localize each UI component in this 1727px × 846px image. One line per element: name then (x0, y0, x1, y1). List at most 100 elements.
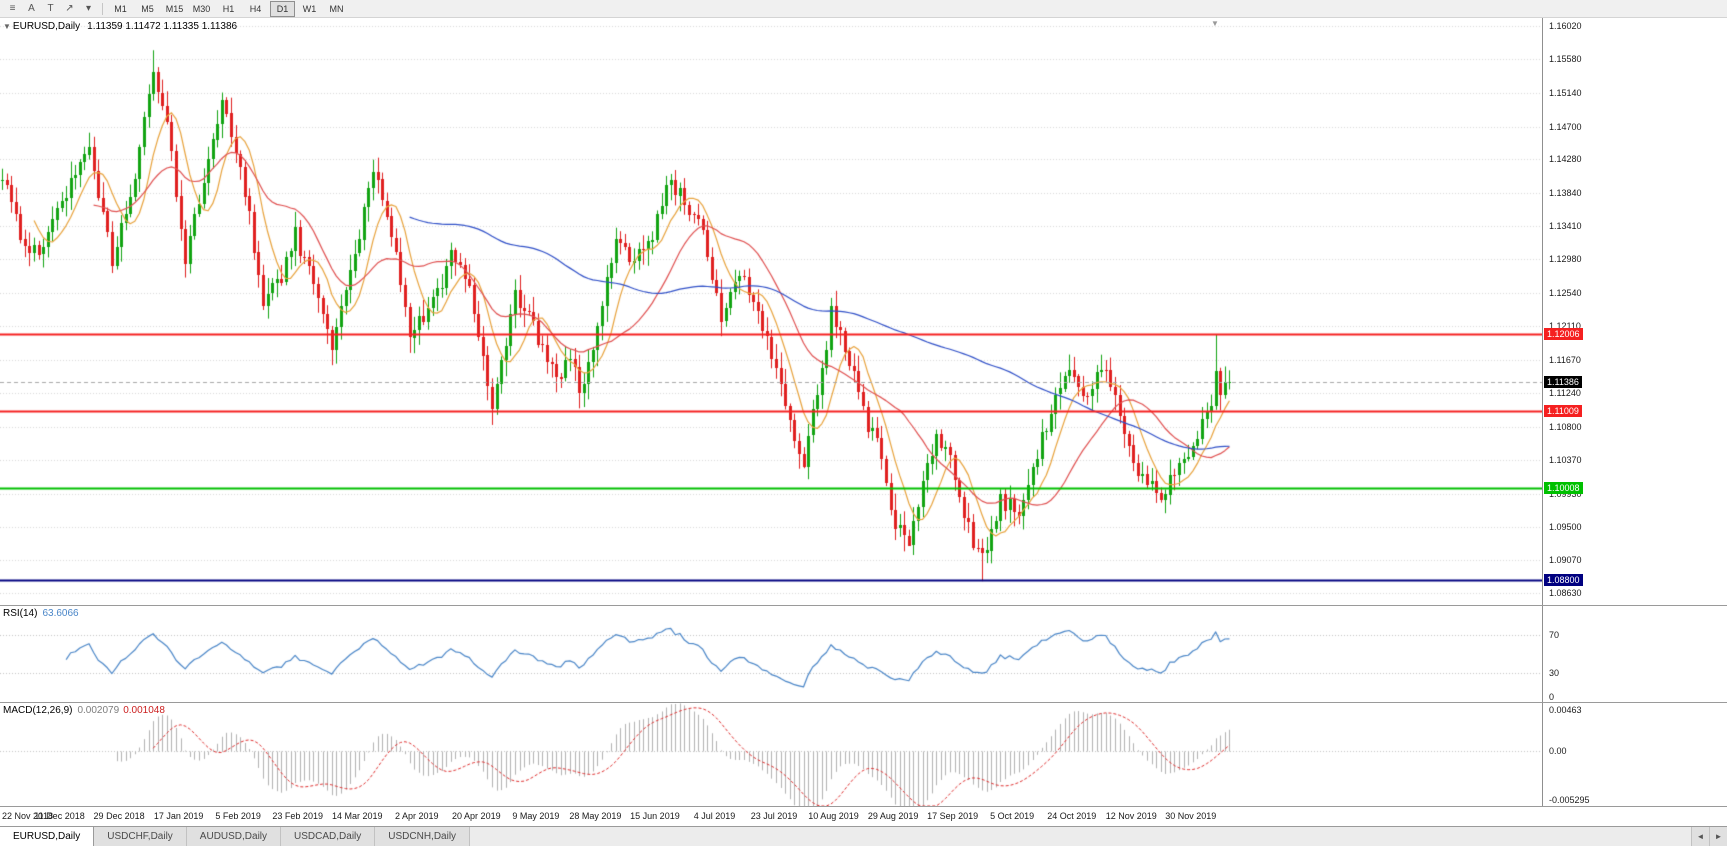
price-axis-label: 1.10370 (1549, 454, 1582, 465)
rsi-level-label: 0 (1549, 692, 1555, 702)
scroll-right-icon[interactable]: ► (1709, 827, 1727, 846)
date-label: 29 Aug 2019 (867, 811, 919, 821)
macd-signal-value: 0.001048 (123, 705, 165, 716)
date-label: 24 Oct 2019 (1047, 811, 1097, 821)
price-axis[interactable]: 1.16020 1.15580 1.15140 1.14700 1.14280 1.138… (1542, 18, 1727, 807)
chart-tab-usdchf[interactable]: USDCHF,Daily (94, 827, 187, 846)
macd-label: MACD(12,26,9) 0.002079 0.001048 (3, 705, 165, 716)
date-label: 5 Oct 2019 (990, 811, 1035, 821)
hline-price-tag: 1.11009 (1544, 404, 1582, 417)
date-label: 22 Nov 2018 (2, 811, 54, 821)
price-axis-label: 1.13410 (1549, 221, 1582, 232)
time-axis-divider (0, 806, 1727, 807)
tab-bar-spacer (470, 827, 1691, 846)
price-chart-canvas[interactable] (0, 18, 1542, 605)
date-label: 5 Feb 2019 (215, 811, 261, 821)
price-axis-label: 1.15140 (1549, 88, 1582, 99)
price-axis-label: 1.15580 (1549, 54, 1582, 65)
date-label: 2 Apr 2019 (394, 811, 439, 821)
date-label: 28 May 2019 (569, 811, 622, 821)
rsi-level-label: 30 (1549, 668, 1560, 679)
date-label: 15 Jun 2019 (630, 811, 680, 821)
date-label: 4 Jul 2019 (693, 811, 736, 821)
macd-canvas[interactable] (0, 703, 1542, 806)
cursor-tool-icon[interactable]: A (28, 2, 35, 14)
date-label: 29 Dec 2018 (93, 811, 145, 821)
price-axis-label: 1.12540 (1549, 288, 1582, 299)
timeframe-button-w1[interactable]: W1 (302, 3, 317, 14)
price-axis-label: 1.10800 (1549, 421, 1582, 432)
chart-header: ▼ EURUSD,Daily 1.11359 1.11472 1.11335 1.1… (3, 21, 237, 32)
rsi-level-label: 70 (1549, 629, 1560, 640)
macd-scale-label: 0.00 (1549, 746, 1567, 757)
chart-tab-bar: EURUSD,Daily USDCHF,Daily AUDUSD,Daily USDC… (0, 826, 1727, 846)
macd-scale-label: -0.005295 (1549, 795, 1590, 805)
hline-price-tag: 1.10008 (1544, 481, 1583, 494)
timeframe-button-m30[interactable]: M30 (192, 3, 211, 14)
price-axis-label: 1.12110 (1549, 321, 1581, 332)
chart-tab-eurusd[interactable]: EURUSD,Daily (0, 827, 95, 846)
rsi-indicator-pane[interactable]: RSI(14) 63.6066 (0, 606, 1542, 702)
date-label: 17 Jan 2019 (153, 811, 204, 821)
pane-splitter[interactable] (0, 702, 1727, 703)
chart-tab-usdcad[interactable]: USDCAD,Daily (281, 827, 376, 846)
price-axis-label: 1.09070 (1549, 554, 1582, 565)
rsi-value: 63.6066 (42, 608, 79, 619)
price-chart-pane[interactable]: ▼ EURUSD,Daily 1.11359 1.11472 1.11335 1.1… (0, 18, 1542, 605)
price-axis-label: 1.13840 (1549, 188, 1582, 199)
macd-scale-label: 0.00463 (1549, 705, 1582, 715)
chart-tab-audusd[interactable]: AUDUSD,Daily (186, 827, 282, 846)
timeframe-button-m1[interactable]: M1 (114, 3, 127, 14)
date-label: 30 Nov 2019 (1165, 811, 1217, 821)
trendline-tool-icon[interactable]: ↗ (65, 2, 74, 14)
timeframe-button-h1[interactable]: H1 (222, 3, 235, 14)
rsi-label: RSI(14) 63.6066 (3, 608, 79, 619)
price-axis-label: 1.14700 (1549, 122, 1582, 133)
price-axis-label: 1.11240 (1549, 387, 1581, 398)
date-label: 17 Sep 2019 (927, 811, 979, 821)
toolbar-separator (102, 2, 103, 15)
chart-list-icon[interactable]: ≡ (9, 2, 16, 14)
price-axis-label: 1.09500 (1549, 521, 1582, 532)
chart-tab-usdcnh[interactable]: USDCNH,Daily (375, 827, 471, 846)
text-tool-icon[interactable]: T (47, 2, 54, 14)
chart-dropdown-icon[interactable]: ▼ (3, 22, 11, 31)
timeframe-button-m15[interactable]: M15 (165, 3, 184, 14)
hline-price-tag: 1.08800 (1544, 574, 1583, 587)
rsi-name: RSI(14) (3, 608, 38, 619)
date-label: 11 Dec 2018 (34, 811, 85, 821)
price-axis-label: 1.08630 (1549, 588, 1582, 599)
macd-name: MACD(12,26,9) (3, 705, 73, 716)
date-label: 20 Apr 2019 (452, 811, 501, 821)
date-label: 9 May 2019 (512, 811, 560, 821)
symbol-timeframe-label: EURUSD,Daily (12, 21, 81, 32)
price-axis-label: 1.14280 (1549, 154, 1582, 165)
date-label: 12 Nov 2019 (1105, 811, 1157, 821)
toolbar: ≡ A T ↗ ▾ M1 M5 M15 M30 H1 H4 D1 W1 MN (0, 0, 1727, 18)
time-axis[interactable]: 22 Nov 2018 11 Dec 2018 29 Dec 2018 17 Jan … (0, 807, 1542, 826)
date-label: 10 Aug 2019 (808, 811, 859, 821)
toolbar-icons: ≡ A T ↗ ▾ (3, 2, 98, 16)
chart-shift-marker-icon[interactable]: ▼ (1211, 19, 1219, 28)
timeframe-button-h4[interactable]: H4 (249, 3, 262, 14)
timeframe-button-d1[interactable]: D1 (270, 0, 295, 17)
bid-price-tag: 1.11386 (1544, 375, 1582, 388)
macd-indicator-pane[interactable]: MACD(12,26,9) 0.002079 0.001048 (0, 703, 1542, 806)
hline-price-tag: 1.12006 (1544, 328, 1583, 341)
timeframe-button-mn[interactable]: MN (329, 3, 344, 14)
dropdown-caret-icon[interactable]: ▾ (85, 2, 92, 14)
timeframe-buttons: M1 M5 M15 M30 H1 H4 D1 W1 MN (107, 0, 350, 17)
date-label: 23 Feb 2019 (272, 811, 323, 821)
price-axis-label: 1.16020 (1549, 20, 1582, 31)
price-axis-label: 1.12980 (1549, 254, 1582, 265)
timeframe-button-m5[interactable]: M5 (141, 3, 154, 14)
date-label: 23 Jul 2019 (750, 811, 798, 821)
rsi-canvas[interactable] (0, 606, 1542, 702)
ohlc-readout: 1.11359 1.11472 1.11335 1.11386 (87, 21, 238, 32)
date-label: 14 Mar 2019 (331, 811, 383, 821)
scroll-left-icon[interactable]: ◄ (1691, 827, 1709, 846)
price-axis-label: 1.11670 (1549, 354, 1581, 365)
macd-main-value: 0.002079 (77, 705, 120, 716)
pane-splitter[interactable] (0, 605, 1727, 606)
